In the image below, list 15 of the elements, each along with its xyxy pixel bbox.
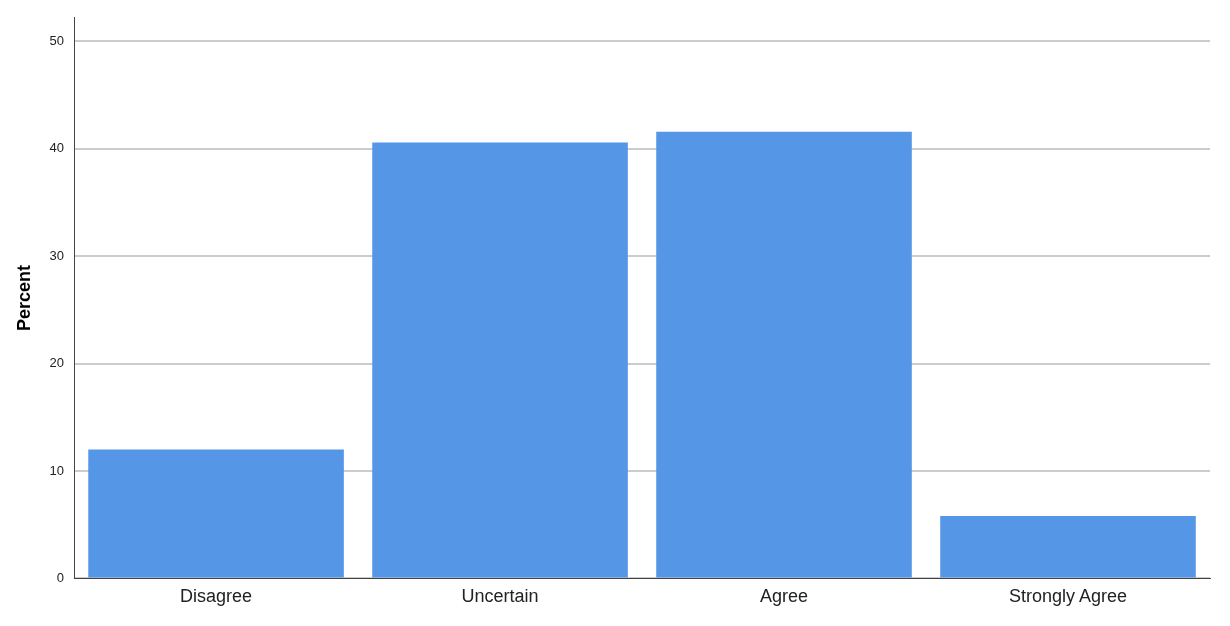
y-tick-label: 10 (49, 462, 65, 478)
y-tick-label: 20 (49, 355, 65, 371)
bar (372, 142, 628, 578)
x-tick-label: Agree (760, 586, 809, 607)
y-tick-label: 40 (49, 140, 65, 156)
bar (940, 516, 1196, 578)
x-tick-label: Disagree (180, 586, 253, 607)
bar (656, 131, 912, 578)
y-tick-label: 50 (49, 33, 65, 48)
x-tick-label: Uncertain (461, 586, 539, 607)
y-axis-title: Percent (13, 265, 34, 332)
y-tick-label: 0 (56, 569, 65, 585)
x-tick-label: Strongly Agree (1008, 586, 1128, 607)
y-tick-label: 30 (49, 247, 65, 263)
bar (88, 449, 344, 578)
